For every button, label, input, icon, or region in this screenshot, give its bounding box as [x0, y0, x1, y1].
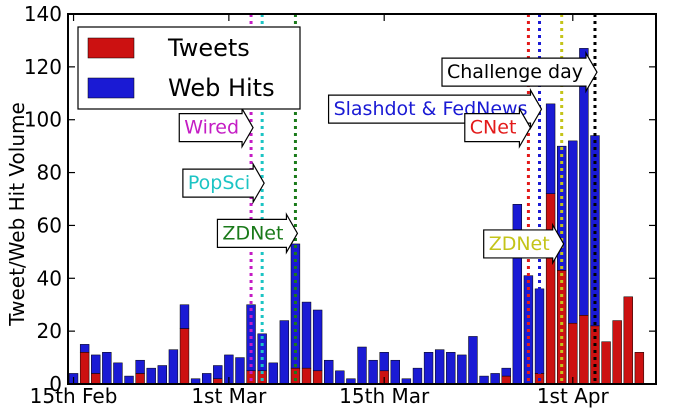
bar-web-hits	[457, 354, 467, 385]
annotation-label: Challenge day	[447, 61, 583, 83]
bar-web-hits	[568, 140, 578, 324]
bar-web-hits	[479, 375, 489, 385]
y-tick-label: 120	[24, 55, 62, 79]
bar-web-hits	[545, 103, 556, 194]
bar-web-hits	[235, 357, 245, 385]
bar-web-hits	[213, 365, 223, 379]
x-tick-label: 15th Feb	[30, 384, 118, 408]
bar-web-hits	[91, 354, 101, 374]
bar-tweets	[579, 315, 589, 385]
bar-web-hits	[335, 370, 345, 385]
annotation-arrow-box	[464, 106, 532, 149]
annotation-arrow-box	[441, 50, 598, 94]
annotation: Wired	[178, 106, 254, 149]
y-tick-label: 60	[37, 213, 62, 237]
y-tick-label: 80	[37, 161, 62, 185]
bar-web-hits	[412, 367, 423, 385]
bar-web-hits	[102, 352, 112, 385]
annotation-arrow-box	[483, 222, 565, 266]
bar-web-hits	[179, 304, 190, 329]
y-tick-label: 20	[37, 319, 62, 343]
bar-web-hits	[124, 375, 134, 385]
annotation: Challenge day	[441, 50, 598, 94]
bar-tweets	[312, 370, 323, 385]
annotation: PopSci	[182, 161, 265, 205]
annotation-arrow-box	[178, 106, 254, 149]
bar-web-hits	[113, 362, 123, 385]
annotation-label: ZDNet	[222, 222, 283, 244]
bar-tweets	[601, 341, 611, 385]
legend-label-web-hits: Web Hits	[168, 74, 275, 102]
annotation: ZDNet	[216, 212, 299, 255]
bar-web-hits	[168, 349, 179, 385]
bar-web-hits	[312, 309, 323, 372]
legend: Tweets Web Hits	[77, 26, 301, 110]
annotation: CNet	[464, 106, 532, 149]
y-axis-label: Tweet/Web Hit Volume	[5, 102, 29, 327]
annotation-label: CNet	[470, 117, 517, 139]
legend-swatch-tweets	[87, 37, 135, 59]
bar-tweets	[568, 322, 578, 385]
x-tick-label: 1st Apr	[537, 384, 610, 408]
annotation-arrow-box	[182, 161, 265, 205]
bar-tweets	[590, 325, 600, 385]
annotation-arrow-box	[216, 212, 299, 255]
bar-web-hits	[357, 346, 367, 385]
annotation: ZDNet	[483, 222, 565, 266]
bar-web-hits	[146, 367, 156, 385]
annotation-label: ZDNet	[489, 233, 550, 255]
annotation-lines-layer	[249, 14, 597, 384]
bar-web-hits	[290, 243, 301, 369]
bar-web-hits	[434, 349, 445, 385]
bar-tweets	[634, 352, 645, 385]
y-tick-label: 140	[24, 2, 62, 26]
bar-web-hits	[157, 365, 167, 385]
bar-web-hits	[268, 362, 278, 385]
bar-tweets	[545, 193, 556, 385]
legend-label-tweets: Tweets	[167, 34, 250, 62]
bar-web-hits	[423, 352, 434, 385]
bar-web-hits	[135, 359, 145, 374]
annotation-label: Wired	[184, 117, 239, 139]
bar-web-hits	[390, 359, 400, 385]
y-tick-label: 40	[37, 266, 62, 290]
bar-web-hits	[557, 145, 567, 271]
bar-tweets	[179, 328, 190, 385]
bar-web-hits	[279, 320, 290, 385]
bar-web-hits	[590, 135, 600, 327]
bar-web-hits	[579, 48, 589, 316]
bar-web-hits	[468, 336, 478, 385]
bar-tweets	[290, 367, 301, 385]
x-tick-label: 15th Mar	[339, 384, 430, 408]
bar-web-hits	[368, 359, 378, 385]
bar-tweets	[91, 373, 101, 385]
x-tick-label: 1st Mar	[191, 384, 267, 408]
bar-web-hits	[301, 301, 312, 369]
bar-tweets	[501, 375, 511, 385]
bar-web-hits	[201, 373, 212, 385]
axes-layer: 0 20 40 60 80 100 120 140 15th Feb 1st Mar 15th Ma…	[24, 2, 657, 408]
bar-web-hits	[379, 352, 389, 372]
bar-web-hits	[324, 359, 334, 385]
y-tick-label: 0	[49, 372, 62, 396]
bar-web-hits	[501, 367, 511, 377]
bar-web-hits	[79, 344, 90, 353]
annotation-label: PopSci	[188, 172, 250, 194]
bar-tweets	[301, 367, 312, 385]
bar-tweets	[135, 373, 145, 385]
bar-tweets	[79, 352, 90, 385]
bar-tweets	[623, 296, 633, 385]
bar-web-hits	[446, 352, 456, 385]
bar-tweets	[612, 320, 622, 385]
bar-web-hits	[490, 373, 500, 385]
plot-frame	[67, 13, 657, 385]
y-tick-label: 100	[24, 108, 62, 132]
legend-swatch-web-hits	[87, 77, 135, 99]
